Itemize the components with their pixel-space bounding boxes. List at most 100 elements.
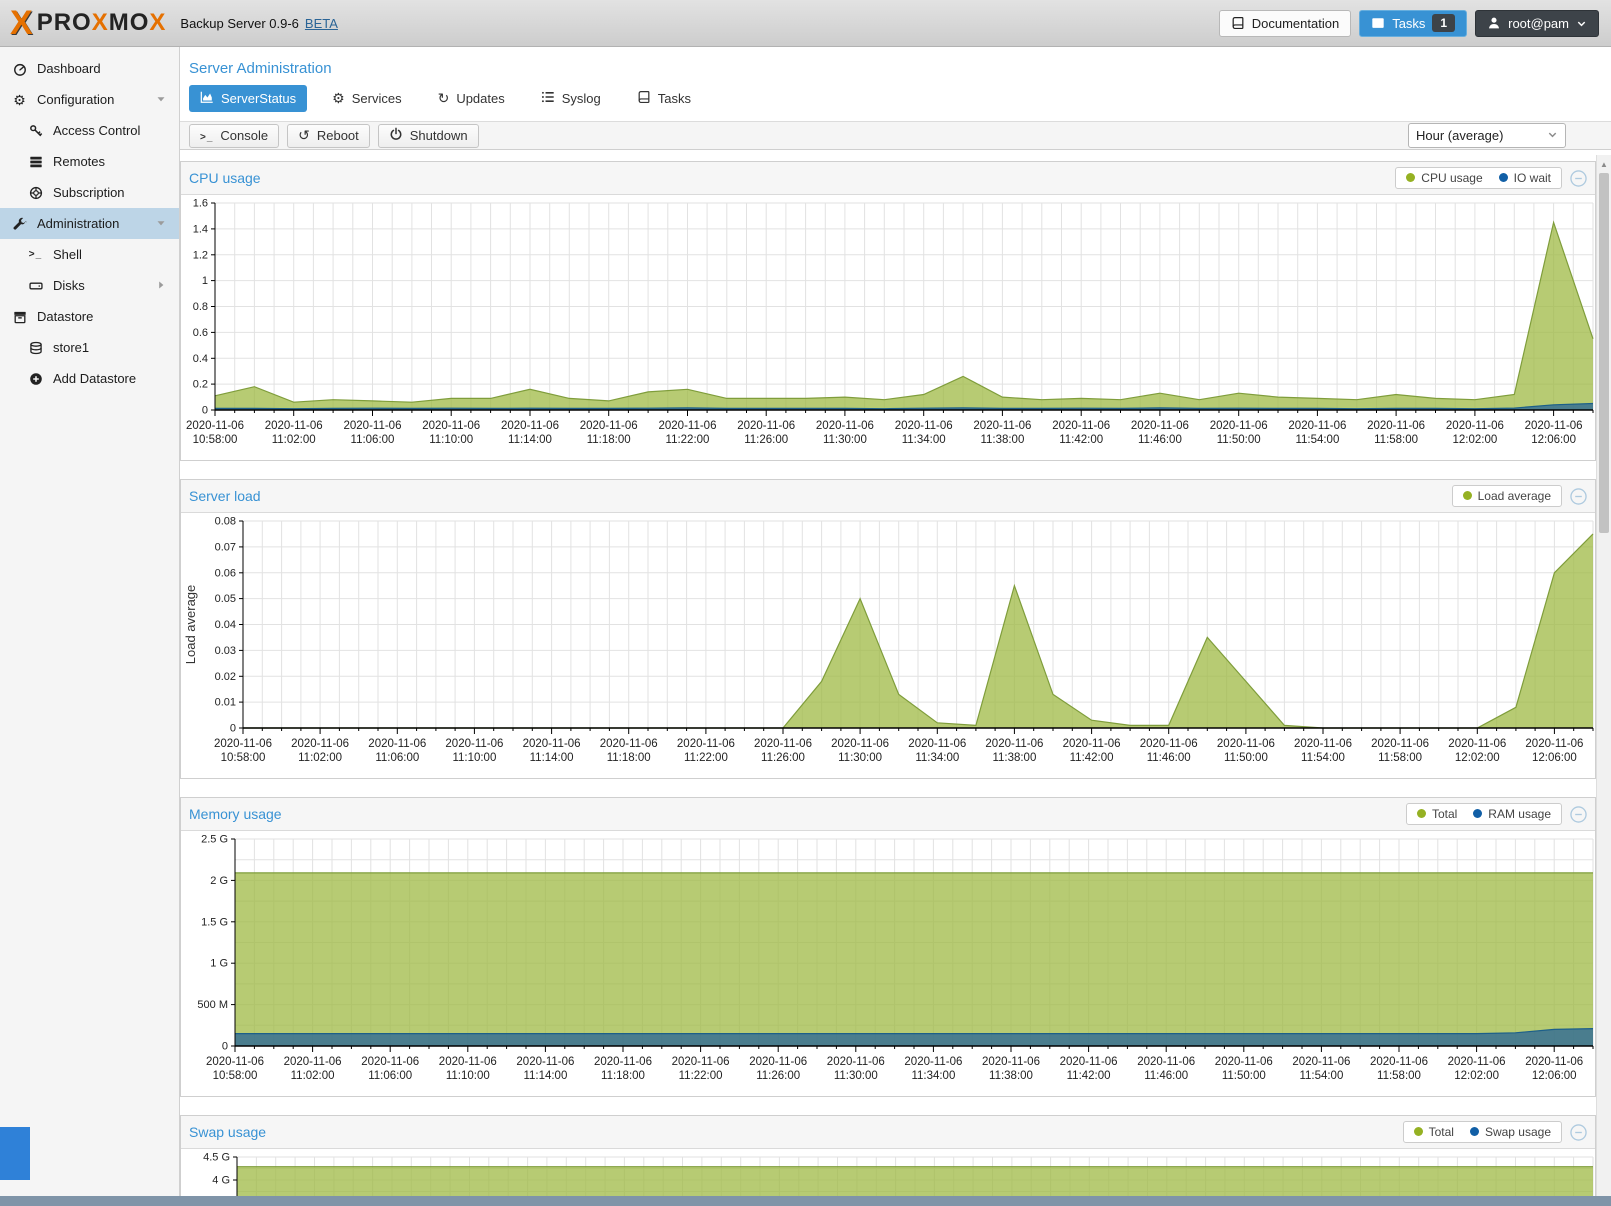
legend-item[interactable]: Total — [1417, 807, 1457, 821]
tab-tasks[interactable]: Tasks — [626, 85, 702, 112]
sidebar-item-shell[interactable]: >_ Shell — [0, 239, 179, 270]
svg-text:Load average: Load average — [183, 585, 198, 665]
syslog-icon — [541, 90, 555, 107]
sidebar-item-administration[interactable]: Administration — [0, 208, 179, 239]
collapse-panel-button[interactable] — [1570, 488, 1587, 505]
svg-text:11:54:00: 11:54:00 — [1301, 752, 1345, 764]
time-range-select[interactable]: Hour (average) — [1408, 123, 1566, 148]
legend-dot-icon — [1499, 173, 1508, 182]
svg-text:11:50:00: 11:50:00 — [1224, 752, 1268, 764]
panel-header-memory-usage: Memory usageTotalRAM usage — [181, 798, 1595, 831]
svg-text:2020-11-06: 2020-11-06 — [985, 738, 1043, 750]
user-menu-button[interactable]: root@pam — [1475, 10, 1599, 37]
legend-item[interactable]: CPU usage — [1406, 171, 1482, 185]
proxmox-logo: X PROXMOX — [10, 6, 166, 40]
terminal-icon: >_ — [27, 250, 44, 260]
scrollbar-thumb[interactable] — [1599, 173, 1609, 533]
svg-text:2020-11-06: 2020-11-06 — [422, 420, 480, 432]
book-icon — [1231, 16, 1245, 30]
sidebar-item-access-control[interactable]: Access Control — [0, 115, 179, 146]
sidebar-item-add-datastore[interactable]: Add Datastore — [0, 363, 179, 394]
sidebar-item-label: Access Control — [53, 123, 140, 138]
sidebar-item-datastore[interactable]: Datastore — [0, 301, 179, 332]
shutdown-button[interactable]: Shutdown — [378, 124, 479, 148]
collapse-panel-button[interactable] — [1570, 1124, 1587, 1141]
sidebar-item-subscription[interactable]: Subscription — [0, 177, 179, 208]
beta-link[interactable]: BETA — [305, 16, 338, 31]
svg-text:11:18:00: 11:18:00 — [601, 1070, 645, 1082]
tab-serverstatus[interactable]: ServerStatus — [189, 85, 307, 112]
panel-memory-usage: Memory usageTotalRAM usage0500 M1 G1.5 G… — [180, 797, 1596, 1097]
svg-text:2020-11-06: 2020-11-06 — [501, 420, 559, 432]
vertical-scrollbar[interactable]: ▲ — [1596, 155, 1611, 1206]
svg-text:11:30:00: 11:30:00 — [838, 752, 882, 764]
legend-item[interactable]: Swap usage — [1470, 1125, 1551, 1139]
tab-syslog[interactable]: Syslog — [530, 85, 612, 112]
sidebar-item-remotes[interactable]: Remotes — [0, 146, 179, 177]
tasks-button[interactable]: Tasks 1 — [1359, 10, 1467, 37]
svg-text:2020-11-06: 2020-11-06 — [973, 420, 1031, 432]
svg-text:2020-11-06: 2020-11-06 — [749, 1056, 807, 1068]
svg-text:11:02:00: 11:02:00 — [291, 1070, 335, 1082]
reboot-button[interactable]: ↺ Reboot — [287, 124, 370, 148]
collapse-panel-button[interactable] — [1570, 806, 1587, 823]
user-icon — [1487, 16, 1501, 30]
svg-text:11:14:00: 11:14:00 — [508, 434, 552, 446]
tab-updates[interactable]: ↻Updates — [427, 86, 516, 111]
undo-icon: ↺ — [298, 128, 310, 143]
product-title: Backup Server 0.9-6BETA — [180, 16, 338, 31]
sidebar-item-disks[interactable]: Disks — [0, 270, 179, 301]
svg-text:11:22:00: 11:22:00 — [666, 434, 710, 446]
svg-text:11:06:00: 11:06:00 — [351, 434, 395, 446]
svg-text:2020-11-06: 2020-11-06 — [737, 420, 795, 432]
bottom-left-blue-block — [0, 1127, 30, 1180]
legend-item[interactable]: Load average — [1463, 489, 1551, 503]
console-button[interactable]: >_ Console — [189, 124, 279, 148]
server-bars-icon — [27, 155, 44, 169]
key-icon — [27, 124, 44, 138]
svg-text:2020-11-06: 2020-11-06 — [895, 420, 953, 432]
chevron-down-icon — [152, 218, 169, 228]
panel-title: Swap usage — [189, 1124, 266, 1140]
svg-text:11:10:00: 11:10:00 — [446, 1070, 490, 1082]
panel-header-server-load: Server loadLoad average — [181, 480, 1595, 513]
sidebar-item-label: Remotes — [53, 154, 105, 169]
collapse-panel-button[interactable] — [1570, 170, 1587, 187]
svg-text:0: 0 — [202, 405, 208, 417]
documentation-button[interactable]: Documentation — [1219, 10, 1351, 37]
legend-item[interactable]: Total — [1414, 1125, 1454, 1139]
svg-text:11:22:00: 11:22:00 — [679, 1070, 723, 1082]
scrollbar-up-arrow[interactable]: ▲ — [1597, 155, 1611, 169]
svg-text:11:34:00: 11:34:00 — [915, 752, 959, 764]
svg-text:2020-11-06: 2020-11-06 — [904, 1056, 962, 1068]
sidebar-item-dashboard[interactable]: Dashboard — [0, 53, 179, 84]
svg-text:1.2: 1.2 — [193, 249, 208, 261]
chart-area-icon — [200, 90, 214, 107]
svg-text:0.01: 0.01 — [215, 697, 236, 709]
lifering-icon — [27, 186, 44, 200]
svg-text:4 G: 4 G — [212, 1175, 230, 1187]
sidebar-item-configuration[interactable]: ⚙Configuration — [0, 84, 179, 115]
svg-text:11:26:00: 11:26:00 — [761, 752, 805, 764]
svg-text:2020-11-06: 2020-11-06 — [594, 1056, 652, 1068]
legend-item[interactable]: RAM usage — [1473, 807, 1551, 821]
tab-services[interactable]: ⚙Services — [321, 86, 412, 111]
svg-text:11:06:00: 11:06:00 — [368, 1070, 412, 1082]
svg-text:10:58:00: 10:58:00 — [221, 752, 266, 764]
svg-text:500 M: 500 M — [197, 999, 228, 1011]
legend-item[interactable]: IO wait — [1499, 171, 1551, 185]
sidebar-item-store1[interactable]: store1 — [0, 332, 179, 363]
sidebar-item-label: Datastore — [37, 309, 93, 324]
svg-text:11:54:00: 11:54:00 — [1295, 434, 1339, 446]
legend-dot-icon — [1470, 1127, 1479, 1136]
panel-server-load: Server loadLoad average00.010.020.030.04… — [180, 479, 1596, 779]
legend-dot-icon — [1473, 809, 1482, 818]
chevron-right-icon — [152, 280, 169, 290]
proxmox-wordmark: PROXMOX — [37, 9, 167, 37]
sidebar: Dashboard⚙Configuration Access Control Rem… — [0, 47, 180, 1206]
panel-header-swap-usage: Swap usage Total Swap usage — [181, 1116, 1595, 1149]
panel-swap-usage: Swap usageTotalSwap usage0500 M1 G1.5 G2… — [180, 1115, 1596, 1206]
svg-text:0.03: 0.03 — [215, 645, 236, 657]
svg-text:11:30:00: 11:30:00 — [823, 434, 867, 446]
sidebar-item-label: Shell — [53, 247, 82, 262]
